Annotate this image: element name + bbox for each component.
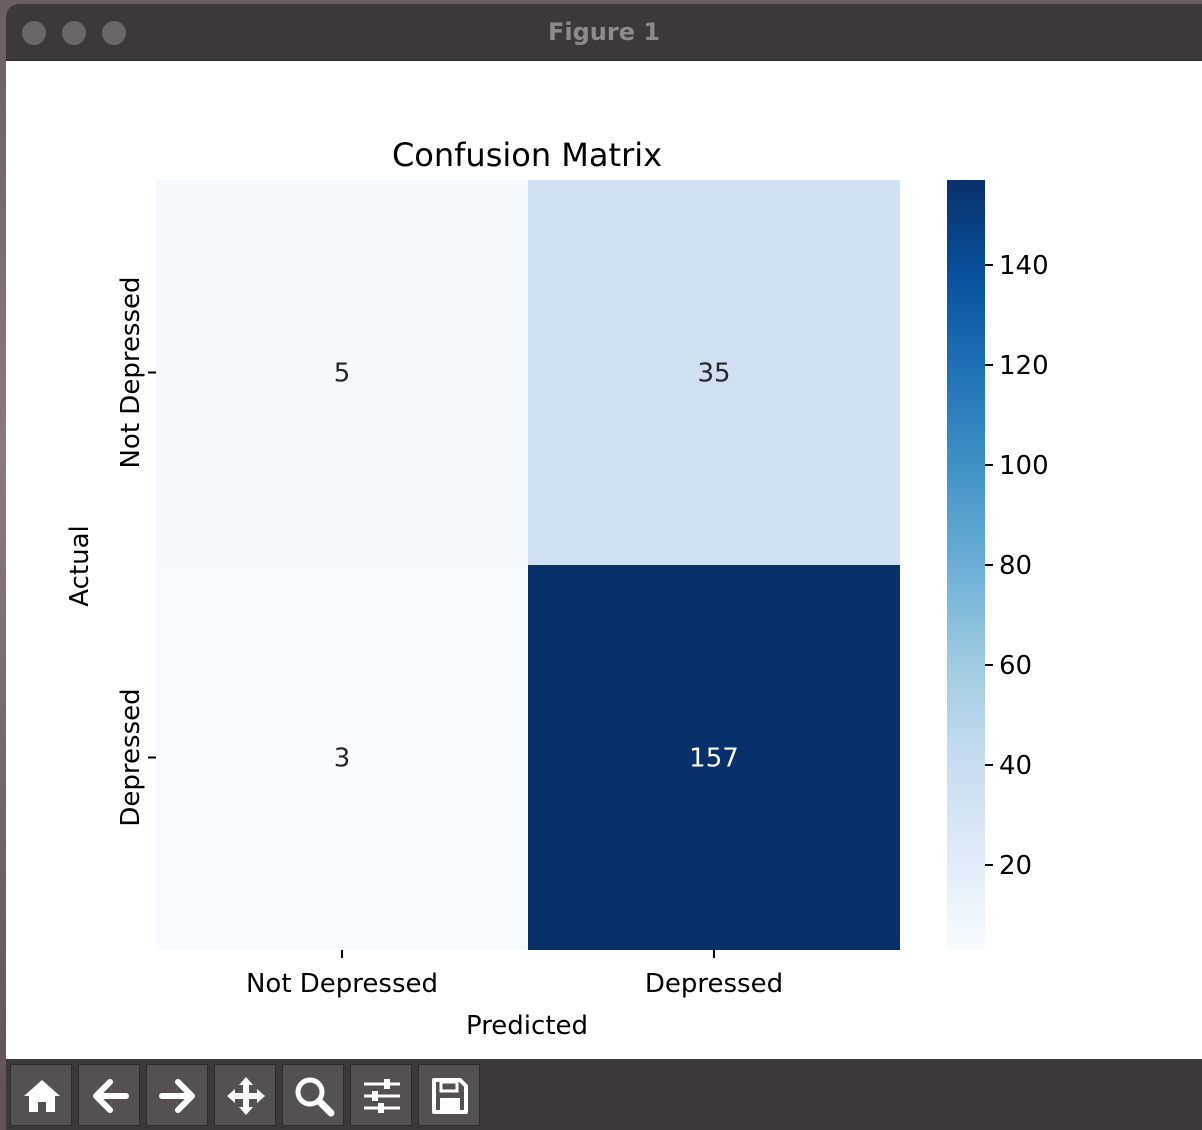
zoom-button[interactable] — [282, 1064, 344, 1126]
cell-value-label: 3 — [334, 744, 351, 774]
home-icon — [24, 1080, 60, 1112]
title-bar[interactable]: Figure 1 — [6, 4, 1202, 61]
pan-button[interactable] — [214, 1064, 276, 1126]
colorbar-tick-label: 20 — [999, 851, 1032, 881]
forward-arrow-icon — [159, 1079, 195, 1113]
pan-icon — [227, 1077, 265, 1115]
subplots-config-icon — [364, 1079, 400, 1113]
colorbar-tick-label: 60 — [999, 651, 1032, 681]
back-arrow-icon — [93, 1079, 129, 1113]
configure-subplots-button[interactable] — [350, 1064, 412, 1126]
figure-window: Figure 1 Confusion Matrix 5 35 3 157 Not D — [6, 4, 1202, 1130]
colorbar-tick-label: 80 — [999, 551, 1032, 581]
heatmap-cell — [156, 180, 528, 565]
x-tick-label: Not Depressed — [246, 969, 438, 999]
window-title: Figure 1 — [547, 18, 661, 46]
heatmap-cell — [156, 565, 528, 950]
close-window-button[interactable] — [22, 21, 46, 45]
colorbar-tick-label: 140 — [999, 251, 1049, 281]
save-button[interactable] — [418, 1064, 480, 1126]
zoom-icon — [295, 1077, 335, 1117]
colorbar — [947, 180, 985, 950]
home-button[interactable] — [10, 1064, 72, 1126]
y-axis-label: Actual — [65, 525, 95, 606]
chart-title: Confusion Matrix — [392, 136, 662, 174]
figure-canvas[interactable]: Confusion Matrix 5 35 3 157 Not Depressed De… — [6, 61, 1202, 1059]
save-icon — [432, 1078, 468, 1114]
toolbar — [6, 1059, 1202, 1130]
colorbar-tick-label: 100 — [999, 451, 1049, 481]
back-button[interactable] — [78, 1064, 140, 1126]
heatmap-cell — [528, 565, 900, 950]
heatmap-cell — [528, 180, 900, 565]
x-axis-label: Predicted — [466, 1011, 588, 1041]
y-tick-label: Not Depressed — [116, 276, 146, 468]
forward-button[interactable] — [146, 1064, 208, 1126]
zoom-window-button[interactable] — [102, 21, 126, 45]
x-tick-label: Depressed — [645, 969, 783, 999]
confusion-matrix-chart: Confusion Matrix 5 35 3 157 Not Depressed De… — [65, 136, 1049, 1041]
colorbar-tick-label: 120 — [999, 351, 1049, 381]
cell-value-label: 35 — [697, 359, 730, 389]
colorbar-tick-label: 40 — [999, 751, 1032, 781]
cell-value-label: 5 — [334, 359, 351, 389]
y-tick-label: Depressed — [116, 688, 146, 826]
cell-value-label: 157 — [689, 744, 739, 774]
minimize-window-button[interactable] — [62, 21, 86, 45]
